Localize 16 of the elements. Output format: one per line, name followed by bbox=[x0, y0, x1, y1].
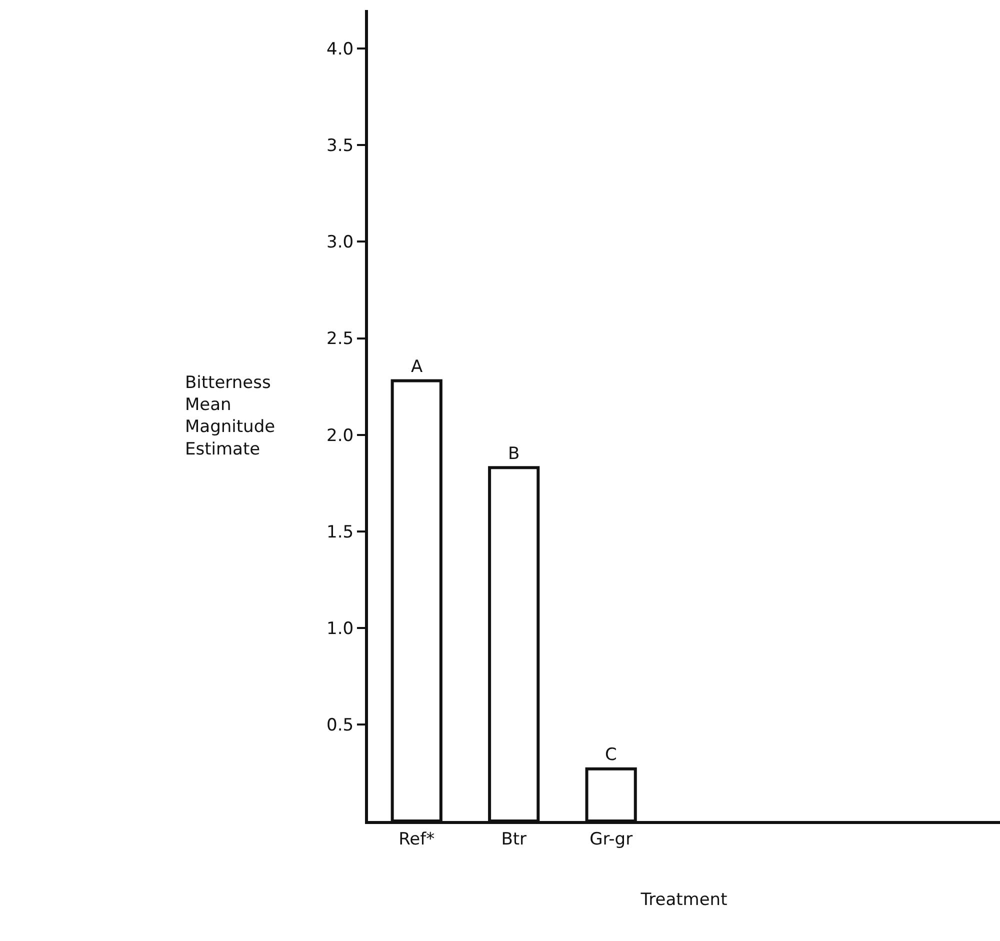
y-tick-label: 1.5 bbox=[326, 522, 354, 542]
y-tick-label: 4.0 bbox=[326, 40, 354, 60]
x-tick-label: Ref* bbox=[398, 829, 435, 850]
x-tick-label: Gr-gr bbox=[590, 829, 633, 850]
x-axis-title: Treatment bbox=[640, 890, 728, 910]
y-tick-label: 3.0 bbox=[326, 232, 354, 253]
annotation: A bbox=[411, 357, 423, 377]
y-tick-label: 3.5 bbox=[326, 136, 354, 156]
annotation: B bbox=[508, 444, 520, 464]
y-tick-label: 2.5 bbox=[326, 329, 354, 350]
y-tick-label: 1.0 bbox=[326, 618, 354, 639]
annotation: C bbox=[605, 745, 617, 765]
y-axis-title: Bitterness Mean Magnitude Estimate bbox=[185, 373, 276, 460]
y-tick-label: 0.5 bbox=[326, 715, 354, 736]
x-tick-label: Btr bbox=[501, 829, 527, 850]
y-tick-label: 2.0 bbox=[326, 426, 354, 446]
